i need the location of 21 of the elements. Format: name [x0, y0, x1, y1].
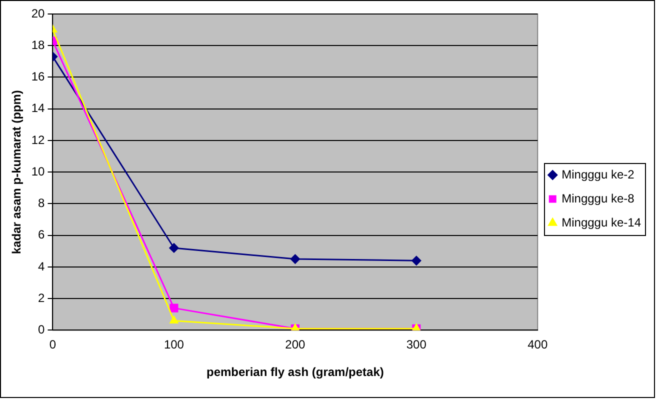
y-tick-label: 18 [31, 38, 46, 52]
y-axis-title: kadar asam p-kumarat (ppm) [10, 90, 24, 254]
y-tick-label: 16 [31, 70, 46, 84]
y-tick-label: 14 [31, 101, 46, 116]
y-tick-label: 4 [38, 259, 46, 274]
x-axis-title: pemberian fly ash (gram/petak) [206, 365, 384, 380]
x-tick-label: 200 [285, 338, 306, 352]
y-tick-label: 0 [38, 322, 46, 337]
x-tick-label: 0 [49, 338, 56, 352]
y-tick-label: 20 [31, 6, 46, 20]
x-tick-label: 300 [406, 338, 427, 352]
legend-label: Mingggu ke-14 [562, 215, 642, 230]
legend-label: Mingggu ke-8 [562, 191, 635, 206]
legend-label: Mingggu ke-2 [562, 167, 635, 182]
y-tick-label: 2 [38, 290, 46, 305]
x-tick-label: 400 [528, 338, 548, 352]
y-tick-label: 10 [31, 164, 46, 178]
y-tick-label: 6 [38, 228, 46, 242]
y-tick-label: 8 [38, 196, 46, 210]
x-tick-label: 100 [164, 338, 184, 352]
y-tick-label: 12 [31, 132, 46, 147]
